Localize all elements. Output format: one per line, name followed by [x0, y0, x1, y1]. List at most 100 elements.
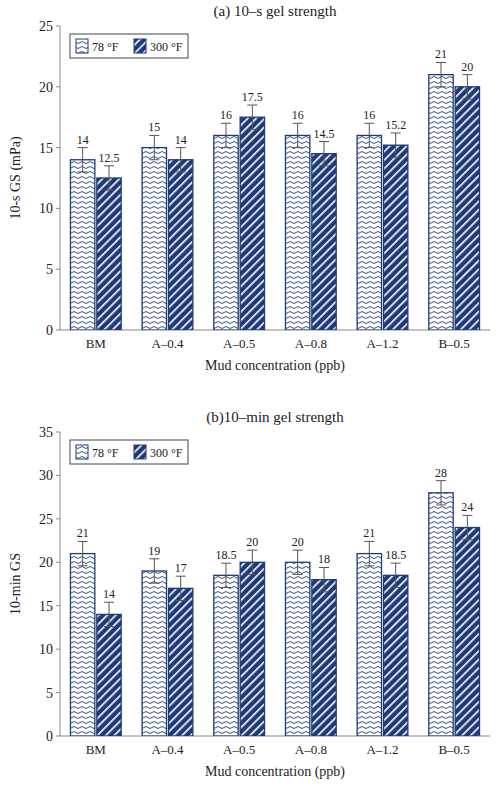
bar [169, 160, 193, 330]
error-cap [364, 565, 374, 566]
error-cap [104, 602, 114, 603]
plot-area [70, 62, 479, 330]
data-label: 18 [318, 552, 330, 566]
error-cap [104, 626, 114, 627]
error-bar [462, 515, 472, 539]
error-stem [154, 559, 155, 583]
error-cap [462, 74, 472, 75]
data-label: 20 [461, 60, 473, 74]
error-bar [104, 166, 114, 190]
plot-area [70, 481, 479, 736]
error-bar [176, 576, 186, 600]
error-stem [252, 105, 253, 129]
bar [214, 135, 238, 330]
error-stem [82, 541, 83, 565]
y-tick [56, 208, 60, 209]
error-stem [467, 75, 468, 99]
error-cap [78, 171, 88, 172]
y-tick [56, 605, 60, 606]
error-bar [149, 135, 159, 159]
legend-swatch [76, 39, 88, 53]
x-tick-label: A–0.5 [223, 742, 255, 757]
data-labels: 2114191718.52020182118.52824 [77, 466, 474, 602]
error-bar [364, 541, 374, 565]
error-stem [324, 567, 325, 591]
data-label: 14 [77, 133, 89, 147]
data-label: 28 [435, 466, 447, 480]
y-tick-label: 0 [46, 323, 53, 338]
data-label: 12.5 [99, 151, 120, 165]
bar [142, 571, 166, 736]
x-tick-label: B–0.5 [438, 336, 469, 351]
bar [285, 135, 309, 330]
legend-box [70, 34, 188, 58]
y-tick [56, 147, 60, 148]
legend-swatch [134, 39, 146, 53]
x-axis [60, 736, 490, 737]
y-tick-label: 5 [46, 262, 53, 277]
bar [384, 145, 408, 330]
error-bar [78, 541, 88, 565]
data-label: 14.5 [314, 127, 335, 141]
error-cap [149, 583, 159, 584]
bar [429, 75, 453, 330]
error-cap [391, 587, 401, 588]
data-label: 19 [148, 544, 160, 558]
title: (b)10–min gel strength [206, 409, 344, 426]
error-stem [109, 166, 110, 190]
bar [240, 562, 264, 736]
error-stem [440, 62, 441, 86]
bar [70, 160, 94, 330]
x-tick-label: A–1.2 [366, 742, 398, 757]
error-cap [104, 190, 114, 191]
error-stem [369, 123, 370, 147]
error-cap [78, 541, 88, 542]
data-label: 18.5 [385, 548, 406, 562]
error-bar [436, 62, 446, 86]
y-tick-label: 10 [39, 642, 53, 657]
error-cap [247, 105, 257, 106]
error-cap [293, 550, 303, 551]
data-label: 16 [292, 108, 304, 122]
error-cap [436, 86, 446, 87]
error-bar [247, 550, 257, 574]
y-axis-label: 10-s GS (mPa) [8, 136, 24, 220]
error-bar [176, 148, 186, 172]
y-tick [56, 432, 60, 433]
error-cap [319, 591, 329, 592]
y-tick [56, 86, 60, 87]
error-stem [154, 135, 155, 159]
error-cap [293, 123, 303, 124]
error-stem [109, 602, 110, 626]
y-tick-label: 15 [39, 599, 53, 614]
y-tick-label: 0 [46, 729, 53, 744]
error-cap [247, 550, 257, 551]
x-tick-label: A–0.5 [223, 336, 255, 351]
error-stem [440, 481, 441, 505]
error-cap [436, 480, 446, 481]
bar [312, 154, 336, 330]
error-bar [149, 559, 159, 583]
x-tick-label: A–0.8 [295, 336, 327, 351]
error-cap [149, 135, 159, 136]
error-cap [221, 587, 231, 588]
error-bar [436, 481, 446, 505]
error-cap [436, 504, 446, 505]
bar [214, 575, 238, 736]
error-cap [319, 567, 329, 568]
x-tick-label: B–0.5 [438, 742, 469, 757]
y-tick-label: 30 [39, 468, 53, 483]
y-tick [56, 736, 60, 737]
error-cap [364, 123, 374, 124]
y-tick [56, 562, 60, 563]
error-cap [436, 62, 446, 63]
chart: (b)10–min gel strength0510152025303510-m… [8, 409, 490, 780]
error-cap [462, 515, 472, 516]
error-bar [221, 123, 231, 147]
y-axis-label: 10-min GS [8, 553, 23, 615]
legend-label: 300 °F [150, 40, 183, 54]
error-cap [247, 129, 257, 130]
error-bar [319, 567, 329, 591]
y-tick [56, 330, 60, 331]
error-cap [319, 165, 329, 166]
